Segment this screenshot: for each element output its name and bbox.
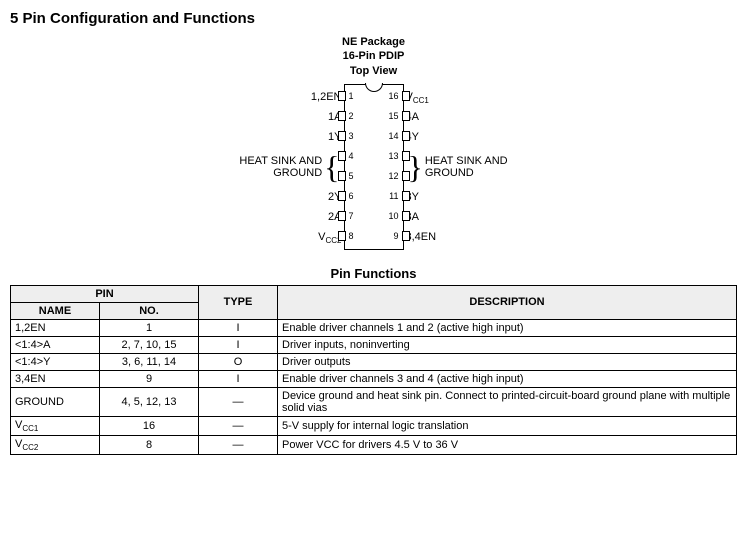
- pin-stub: [402, 231, 410, 241]
- package-title: NE Package 16-Pin PDIP Top View: [10, 35, 737, 78]
- table-row: 3,4EN9IEnable driver channels 3 and 4 (a…: [11, 370, 737, 387]
- pkg-line3: Top View: [350, 65, 397, 77]
- cell-no: 8: [100, 436, 199, 455]
- pin-number: 2: [349, 105, 354, 125]
- table-row: VCC28—Power VCC for drivers 4.5 V to 36 …: [11, 436, 737, 455]
- cell-name: 3,4EN: [11, 370, 100, 387]
- cell-desc: Device ground and heat sink pin. Connect…: [278, 387, 737, 416]
- cell-type: —: [199, 387, 278, 416]
- pin-number: 15: [388, 105, 398, 125]
- pin-stub: [402, 211, 410, 221]
- table-row: VCC116—5-V supply for internal logic tra…: [11, 416, 737, 435]
- section-title: 5 Pin Configuration and Functions: [10, 10, 737, 27]
- pin-functions-table: PIN TYPE DESCRIPTION NAME NO. 1,2EN1IEna…: [10, 285, 737, 455]
- cell-type: I: [199, 319, 278, 336]
- pin-number: 12: [388, 165, 398, 185]
- cell-type: —: [199, 436, 278, 455]
- pin-stub: [338, 91, 346, 101]
- pkg-line1: NE Package: [342, 36, 405, 48]
- pin-number: 14: [388, 125, 398, 145]
- cell-desc: Enable driver channels 1 and 2 (active h…: [278, 319, 737, 336]
- cell-name: VCC1: [11, 416, 100, 435]
- pin-stub: [338, 131, 346, 141]
- cell-no: 4, 5, 12, 13: [100, 387, 199, 416]
- cell-name: GROUND: [11, 387, 100, 416]
- pin-stub: [338, 111, 346, 121]
- cell-desc: Enable driver channels 3 and 4 (active h…: [278, 370, 737, 387]
- th-name: NAME: [11, 302, 100, 319]
- cell-desc: Power VCC for drivers 4.5 V to 36 V: [278, 436, 737, 455]
- pin-number: 7: [349, 205, 354, 225]
- th-no: NO.: [100, 302, 199, 319]
- pin-number: 3: [349, 125, 354, 145]
- th-pin: PIN: [11, 285, 199, 302]
- pin-stub: [402, 191, 410, 201]
- cell-no: 1: [100, 319, 199, 336]
- cell-type: —: [199, 416, 278, 435]
- pin-stub: [338, 171, 346, 181]
- pin-stub: [402, 151, 410, 161]
- cell-no: 3, 6, 11, 14: [100, 353, 199, 370]
- cell-no: 9: [100, 370, 199, 387]
- pin-stub: [402, 91, 410, 101]
- chip-body: 12345678 161514131211109: [344, 84, 404, 250]
- pin-number: 13: [388, 145, 398, 165]
- pin-stub: [338, 191, 346, 201]
- table-row: 1,2EN1IEnable driver channels 1 and 2 (a…: [11, 319, 737, 336]
- cell-type: I: [199, 370, 278, 387]
- pin-number: 8: [349, 225, 354, 245]
- heatsink-label-right: }HEAT SINK ANDGROUND: [406, 147, 508, 187]
- cell-name: 1,2EN: [11, 319, 100, 336]
- cell-no: 2, 7, 10, 15: [100, 336, 199, 353]
- cell-name: <1:4>A: [11, 336, 100, 353]
- chip-notch: [365, 83, 383, 92]
- pin-number: 5: [349, 165, 354, 185]
- th-type: TYPE: [199, 285, 278, 319]
- pin-number: 9: [388, 225, 398, 245]
- pin-stub: [402, 171, 410, 181]
- pin-number: 10: [388, 205, 398, 225]
- chip-diagram: 1,2EN1A1YHEAT SINK ANDGROUND{2Y2AVCC2 12…: [10, 84, 737, 250]
- pin-stub: [338, 231, 346, 241]
- cell-no: 16: [100, 416, 199, 435]
- cell-type: O: [199, 353, 278, 370]
- cell-type: I: [199, 336, 278, 353]
- pin-label-right-7: 3,4EN: [406, 227, 437, 247]
- table-row: <1:4>A2, 7, 10, 15IDriver inputs, noninv…: [11, 336, 737, 353]
- table-title: Pin Functions: [10, 266, 737, 281]
- th-desc: DESCRIPTION: [278, 285, 737, 319]
- pin-number: 1: [349, 85, 354, 105]
- pin-number: 6: [349, 185, 354, 205]
- pkg-line2: 16-Pin PDIP: [343, 50, 405, 62]
- pin-number: 4: [349, 145, 354, 165]
- pin-stub: [338, 211, 346, 221]
- heatsink-label-left: HEAT SINK ANDGROUND{: [239, 147, 341, 187]
- pin-stub: [402, 111, 410, 121]
- cell-name: VCC2: [11, 436, 100, 455]
- cell-desc: 5-V supply for internal logic translatio…: [278, 416, 737, 435]
- cell-name: <1:4>Y: [11, 353, 100, 370]
- table-row: GROUND4, 5, 12, 13—Device ground and hea…: [11, 387, 737, 416]
- pin-stub: [338, 151, 346, 161]
- pin-number: 11: [388, 185, 398, 205]
- pin-stub: [402, 131, 410, 141]
- cell-desc: Driver inputs, noninverting: [278, 336, 737, 353]
- table-row: <1:4>Y3, 6, 11, 14ODriver outputs: [11, 353, 737, 370]
- pin-number: 16: [388, 85, 398, 105]
- cell-desc: Driver outputs: [278, 353, 737, 370]
